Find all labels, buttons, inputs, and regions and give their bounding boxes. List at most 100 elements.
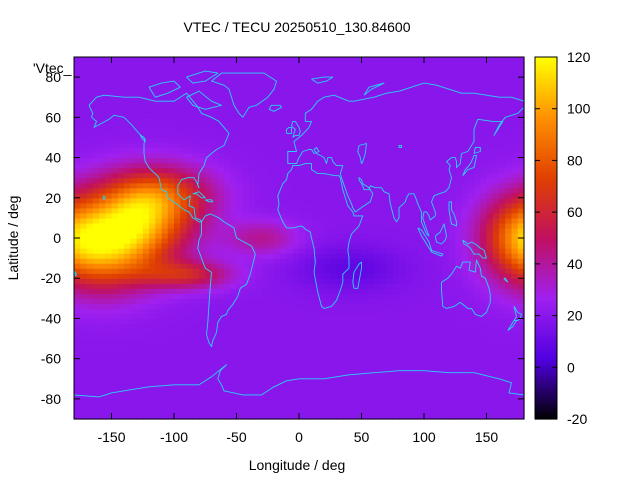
heatmap-cell [455, 177, 463, 184]
heatmap-cell [117, 97, 125, 103]
heatmap-cell [474, 388, 481, 395]
heatmap-cell [517, 112, 525, 118]
heatmap-cell [442, 343, 450, 350]
heatmap-cell [355, 112, 363, 118]
heatmap-cell [380, 408, 388, 415]
heatmap-cell [361, 217, 369, 224]
heatmap-cell [136, 298, 144, 304]
heatmap-cell [436, 353, 444, 360]
heatmap-cell [117, 253, 125, 259]
heatmap-cell [449, 283, 456, 289]
heatmap-cell [367, 182, 375, 189]
heatmap-cell [230, 207, 238, 214]
heatmap-cell [161, 122, 169, 128]
heatmap-cell [480, 273, 488, 279]
heatmap-cell [442, 192, 450, 199]
heatmap-cell [236, 152, 244, 159]
heatmap-cell [417, 117, 425, 123]
heatmap-cell [80, 288, 88, 294]
heatmap-cell [511, 358, 519, 365]
heatmap-cell [411, 97, 419, 103]
heatmap-cell [380, 112, 388, 118]
heatmap-cell [467, 127, 475, 134]
heatmap-cell [267, 137, 275, 144]
heatmap-cell [261, 92, 269, 98]
heatmap-cell [111, 283, 119, 289]
heatmap-cell [411, 373, 419, 380]
heatmap-cell [161, 288, 169, 294]
heatmap-cell [80, 353, 88, 360]
heatmap-cell [299, 238, 306, 244]
heatmap-cell [392, 308, 400, 315]
heatmap-cell [180, 187, 188, 194]
heatmap-cell [224, 303, 231, 309]
heatmap-cell [167, 243, 175, 249]
heatmap-cell [330, 368, 338, 375]
heatmap-cell [167, 122, 175, 128]
heatmap-cell [455, 268, 463, 274]
heatmap-cell [236, 142, 244, 149]
heatmap-cell [405, 112, 413, 118]
heatmap-cell [155, 298, 163, 304]
heatmap-cell [317, 87, 325, 93]
heatmap-cell [217, 177, 225, 184]
heatmap-cell [392, 323, 400, 330]
heatmap-cell [174, 373, 181, 380]
heatmap-cell [436, 222, 444, 229]
heatmap-cell [192, 268, 200, 274]
heatmap-cell [342, 258, 350, 264]
heatmap-cell [317, 328, 325, 335]
heatmap-cell [267, 77, 275, 83]
heatmap-cell [286, 403, 294, 410]
heatmap-cell [355, 132, 363, 139]
heatmap-cell [330, 383, 338, 390]
heatmap-cell [386, 92, 394, 98]
heatmap-cell [374, 328, 381, 335]
heatmap-cell [167, 217, 175, 224]
heatmap-cell [505, 393, 513, 400]
heatmap-cell [117, 378, 125, 385]
heatmap-cell [330, 77, 338, 83]
heatmap-cell [511, 142, 519, 149]
heatmap-cell [80, 167, 88, 174]
heatmap-cell [267, 368, 275, 375]
heatmap-cell [317, 348, 325, 355]
heatmap-cell [305, 313, 313, 320]
heatmap-cell [317, 358, 325, 365]
heatmap-cell [461, 283, 469, 289]
heatmap-cell [205, 112, 213, 118]
heatmap-cell [242, 333, 250, 340]
heatmap-cell [461, 217, 469, 224]
heatmap-cell [374, 363, 381, 370]
heatmap-cell [174, 202, 181, 209]
heatmap-cell [74, 343, 81, 350]
heatmap-cell [461, 318, 469, 325]
heatmap-cell [111, 87, 119, 93]
heatmap-cell [311, 358, 319, 365]
heatmap-cell [311, 167, 319, 174]
heatmap-cell [405, 308, 413, 315]
heatmap-cell [267, 152, 275, 159]
heatmap-cell [280, 132, 288, 139]
heatmap-cell [167, 258, 175, 264]
heatmap-cell [192, 72, 200, 78]
heatmap-cell [186, 363, 194, 370]
heatmap-cell [161, 207, 169, 214]
heatmap-cell [424, 398, 431, 405]
heatmap-cell [411, 212, 419, 219]
heatmap-cell [230, 92, 238, 98]
heatmap-cell [517, 172, 525, 179]
heatmap-cell [467, 97, 475, 103]
heatmap-cell [224, 67, 231, 73]
heatmap-cell [430, 258, 438, 264]
heatmap-cell [261, 398, 269, 405]
heatmap-cell [467, 238, 475, 244]
heatmap-cell [467, 232, 475, 239]
heatmap-cell [255, 238, 263, 244]
heatmap-cell [230, 288, 238, 294]
heatmap-cell [499, 243, 506, 249]
heatmap-cell [292, 393, 300, 400]
heatmap-cell [461, 147, 469, 154]
heatmap-cell [186, 202, 194, 209]
heatmap-cell [442, 323, 450, 330]
